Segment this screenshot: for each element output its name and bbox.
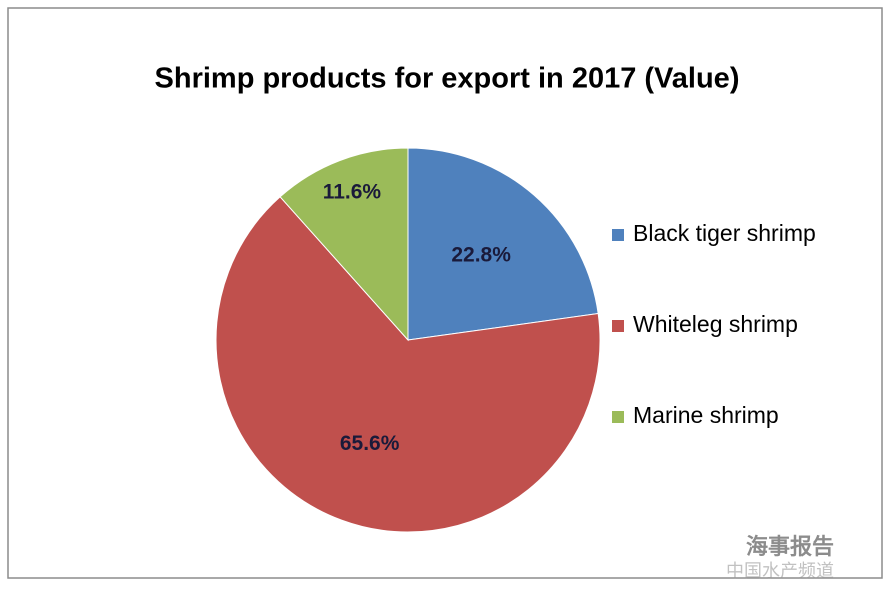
pie-slice: [407, 147, 599, 341]
data-label: 22.8%: [451, 244, 511, 267]
legend: Black tiger shrimp Whiteleg shrimp Marine …: [612, 220, 816, 428]
legend-label: Black tiger shrimp: [633, 220, 816, 246]
legend-label: Marine shrimp: [633, 402, 779, 428]
pie-slice: [279, 147, 409, 342]
chart-title: Shrimp products for export in 2017 (Valu…: [155, 63, 740, 95]
pie: 22.8% 65.6% 11.6%: [215, 147, 601, 533]
watermark-account: 海事报告: [746, 534, 834, 559]
legend-label: Whiteleg shrimp: [633, 311, 798, 337]
legend-swatch: [612, 411, 624, 423]
legend-swatch: [612, 229, 624, 241]
watermark-site: 中国水产频道: [726, 561, 834, 581]
pie-slice: [215, 196, 601, 533]
data-label: 11.6%: [323, 180, 382, 203]
legend-swatch: [612, 320, 624, 332]
data-label: 65.6%: [340, 432, 400, 455]
